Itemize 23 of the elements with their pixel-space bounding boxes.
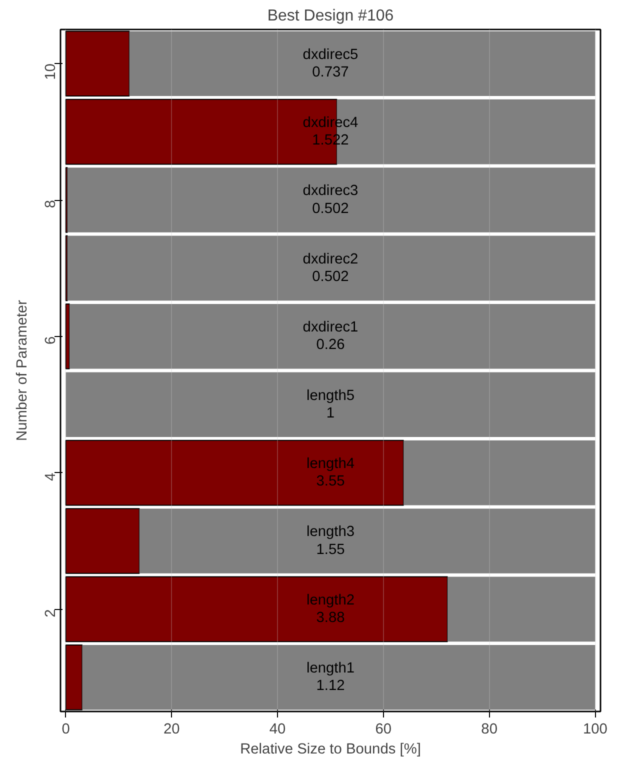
annotation: length4 3.55 — [306, 456, 355, 490]
y-tick-label: 2 — [43, 609, 59, 618]
x-tick-label: 80 — [481, 722, 498, 738]
annotation: length5 1 — [306, 388, 355, 422]
x-tick-label: 60 — [375, 722, 392, 738]
annotation: length3 1.55 — [306, 524, 355, 558]
annotation: dxdirec1 0.26 — [302, 320, 358, 354]
x-tick-label: 40 — [269, 722, 286, 738]
annotation: length1 1.12 — [306, 660, 355, 694]
x-axis-title: Relative Size to Bounds [%] — [240, 742, 421, 758]
chart-title: Best Design #106 — [267, 8, 394, 24]
x-tick-label: 20 — [164, 722, 180, 738]
y-axis-title: Number of Parameter — [14, 300, 30, 441]
y-tick-label: 10 — [43, 64, 59, 80]
annotation: dxdirec2 0.502 — [302, 251, 358, 285]
y-tick-label: 8 — [43, 200, 59, 208]
annotation: dxdirec3 0.502 — [302, 183, 358, 217]
y-tick-label: 6 — [43, 336, 59, 345]
y-tick-label: 4 — [43, 472, 59, 481]
annotation: dxdirec5 0.737 — [302, 46, 358, 80]
annotation: length2 3.88 — [306, 592, 355, 626]
x-tick-label: 0 — [62, 722, 70, 738]
x-tick-label: 100 — [582, 722, 608, 738]
